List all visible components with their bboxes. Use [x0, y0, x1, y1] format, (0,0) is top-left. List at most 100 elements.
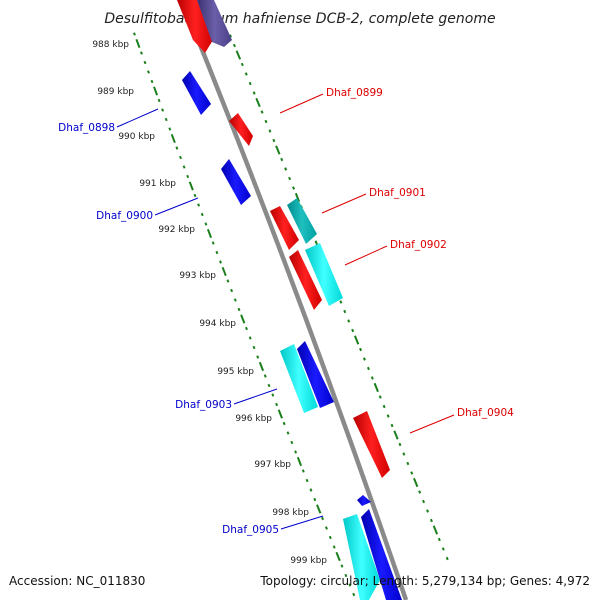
minor-tick — [175, 146, 179, 150]
label-leader-lines — [116, 93, 455, 530]
minor-tick — [429, 518, 433, 523]
minor-tick — [157, 98, 161, 103]
gene-label-dhaf-0902[interactable]: Dhaf_0902 — [390, 239, 447, 251]
leader-dhaf-0899 — [279, 93, 324, 114]
minor-tick — [252, 345, 256, 350]
minor-tick — [179, 155, 182, 160]
minor-tick — [418, 490, 422, 494]
gene-arrow-dhaf-0904[interactable] — [353, 411, 390, 478]
major-tick — [170, 133, 176, 144]
minor-tick — [437, 537, 441, 542]
minor-tick — [275, 402, 279, 407]
major-tick — [296, 456, 303, 467]
gene-label-dhaf-0903[interactable]: Dhaf_0903 — [175, 399, 232, 411]
leader-dhaf-0901 — [321, 193, 367, 214]
minor-tick — [233, 298, 237, 302]
minor-tick — [161, 108, 165, 112]
kbp-label-group: 988 kbp 989 kbp 990 kbp 991 kbp 992 kbp 993 k… — [92, 40, 327, 566]
gene-arrow-small-blue[interactable] — [357, 495, 371, 506]
minor-tick — [229, 34, 232, 38]
major-tick — [294, 192, 301, 203]
minor-tick — [340, 564, 344, 568]
minor-tick — [332, 545, 336, 549]
topology-text: Topology: circular; Length: 5,279,134 bp… — [260, 574, 590, 588]
major-tick — [188, 181, 194, 191]
minor-tick — [359, 347, 363, 352]
minor-tick — [237, 307, 241, 312]
gene-arrow-dhaf-0905-blue[interactable] — [361, 509, 402, 600]
gene-label-dhaf-0904[interactable]: Dhaf_0904 — [457, 407, 514, 419]
gene-label-dhaf-0905[interactable]: Dhaf_0905 — [222, 524, 279, 536]
kbp-label: 995 kbp — [217, 367, 254, 377]
gene-arrow-dhaf-0901-teal[interactable] — [287, 198, 317, 244]
minor-tick — [321, 516, 325, 521]
gene-arrow-dhaf-0901-red[interactable] — [270, 206, 299, 250]
gene-arrow-dhaf-0900[interactable] — [221, 159, 251, 205]
leader-dhaf-0905 — [280, 515, 324, 530]
minor-tick — [286, 431, 290, 435]
leader-dhaf-0898 — [116, 108, 159, 128]
major-tick — [353, 335, 360, 345]
map-title: Desulfitobacterium hafniense DCB-2, comp… — [104, 11, 495, 27]
minor-tick — [292, 186, 296, 190]
minor-tick — [256, 355, 260, 359]
major-tick — [277, 409, 283, 419]
major-tick — [153, 86, 159, 96]
minor-tick — [168, 127, 172, 131]
minor-tick — [339, 300, 343, 304]
minor-tick — [328, 535, 332, 540]
kbp-label: 992 kbp — [158, 225, 195, 235]
gene-arrow-dhaf-0899[interactable] — [229, 113, 253, 146]
minor-tick — [362, 357, 366, 361]
minor-tick — [382, 404, 386, 409]
minor-tick — [150, 79, 154, 84]
minor-tick — [230, 288, 234, 293]
gene-arrow-dhaf-0903-cyan[interactable] — [280, 344, 318, 413]
minor-tick — [398, 442, 402, 447]
minor-tick — [386, 414, 390, 418]
minor-tick — [294, 450, 298, 454]
major-tick — [393, 430, 399, 440]
leader-dhaf-0900 — [154, 197, 199, 216]
minor-tick — [133, 32, 136, 36]
minor-tick — [370, 376, 374, 380]
inner-tick-ring — [133, 32, 356, 597]
gene-label-dhaf-0900[interactable]: Dhaf_0900 — [96, 210, 153, 222]
gene-arrow-dhaf-0905-cyan[interactable] — [343, 514, 380, 600]
minor-tick — [252, 91, 256, 95]
genome-backbone — [179, 0, 409, 600]
minor-tick — [290, 440, 294, 445]
kbp-label: 997 kbp — [254, 460, 291, 470]
gene-label-dhaf-0901[interactable]: Dhaf_0901 — [369, 187, 426, 199]
gene-arrow-top-navy[interactable] — [197, 0, 232, 47]
major-tick — [235, 50, 242, 60]
major-tick — [275, 145, 281, 155]
minor-tick — [288, 176, 292, 181]
minor-tick — [324, 526, 328, 530]
minor-tick — [309, 488, 313, 492]
minor-tick — [200, 212, 204, 217]
minor-tick — [343, 309, 347, 314]
gene-arrow-dhaf-0903-blue[interactable] — [297, 341, 334, 408]
gene-arrow-dhaf-0898[interactable] — [182, 71, 211, 115]
gene-label-dhaf-0898[interactable]: Dhaf_0898 — [58, 122, 115, 134]
gene-arrow-top-red[interactable] — [177, 0, 213, 53]
kbp-label: 996 kbp — [235, 414, 272, 424]
minor-tick — [301, 469, 305, 473]
gene-label-dhaf-0899[interactable]: Dhaf_0899 — [326, 87, 383, 99]
gene-arrow-dhaf-0902-red[interactable] — [289, 250, 322, 310]
minor-tick — [143, 60, 147, 65]
minor-tick — [280, 157, 284, 162]
minor-tick — [215, 250, 219, 255]
major-tick — [335, 551, 341, 562]
minor-tick — [193, 193, 197, 198]
minor-tick — [366, 366, 370, 371]
minor-tick — [267, 383, 271, 388]
minor-tick — [245, 326, 248, 331]
minor-tick — [352, 592, 356, 597]
gene-arrow-dhaf-0902-cyan[interactable] — [305, 243, 343, 306]
major-tick — [135, 38, 141, 49]
minor-tick — [204, 222, 208, 226]
minor-tick — [232, 43, 236, 48]
